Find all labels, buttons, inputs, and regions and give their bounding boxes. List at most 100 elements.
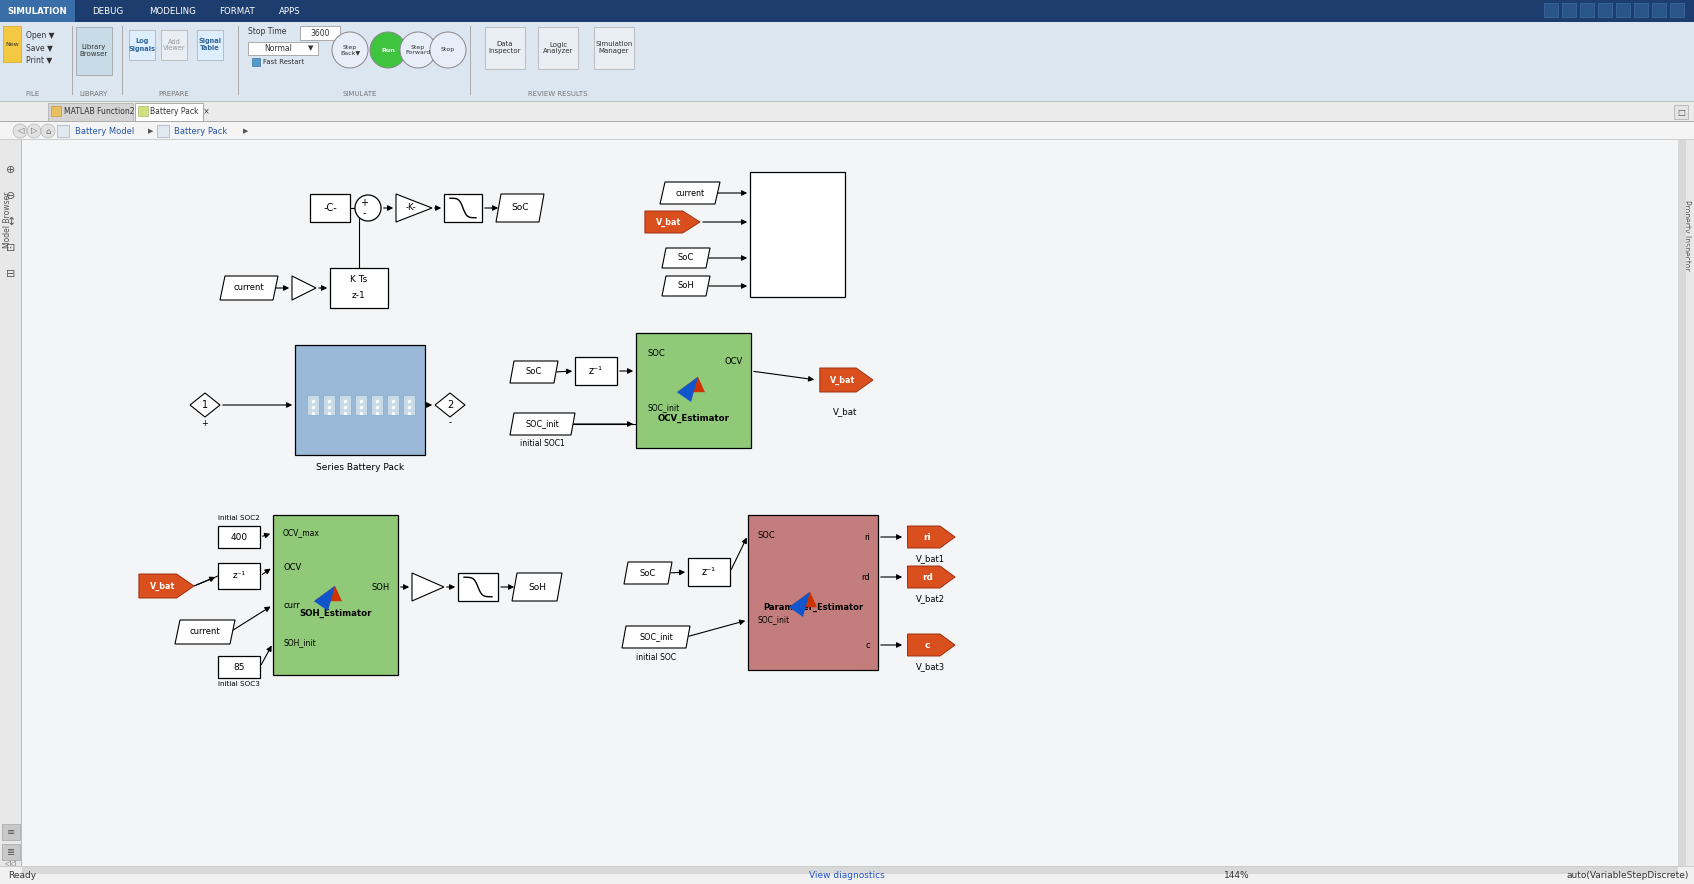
Text: -C-: -C- [324, 203, 337, 213]
Bar [1562, 3, 1575, 17]
Text: Run: Run [381, 48, 395, 52]
Text: Signal
Table: Signal Table [198, 39, 222, 51]
Polygon shape [435, 393, 464, 417]
Text: -K-: -K- [405, 203, 417, 212]
Bar [247, 42, 318, 55]
Polygon shape [313, 586, 335, 611]
Text: Logic
Analyzer: Logic Analyzer [542, 42, 573, 55]
Text: 1: 1 [202, 400, 208, 410]
Bar [386, 395, 400, 415]
Text: SOC_init: SOC_init [525, 420, 559, 429]
Text: V_bat: V_bat [656, 217, 681, 226]
Text: ⌂: ⌂ [46, 126, 51, 135]
Text: SoH: SoH [529, 583, 545, 591]
Text: -: - [449, 418, 452, 428]
Text: SoH: SoH [678, 281, 695, 291]
Text: Fast Restart: Fast Restart [263, 59, 305, 65]
Polygon shape [291, 276, 317, 300]
Text: LIBRARY: LIBRARY [80, 91, 108, 97]
Bar [484, 27, 525, 69]
Text: FILE: FILE [25, 91, 39, 97]
Text: OCV_max: OCV_max [283, 529, 320, 537]
Circle shape [332, 32, 368, 68]
Bar [47, 103, 134, 121]
Text: FORMAT: FORMAT [220, 6, 256, 16]
Text: Battery Pack  ×: Battery Pack × [151, 108, 210, 117]
Text: ⊟: ⊟ [7, 269, 15, 279]
Text: SOH_init: SOH_init [283, 638, 315, 647]
Text: SOH: SOH [371, 583, 390, 591]
Text: SIMULATE: SIMULATE [342, 91, 378, 97]
Bar [750, 172, 845, 297]
Text: SOC: SOC [757, 530, 776, 539]
Bar [1670, 3, 1684, 17]
Polygon shape [412, 573, 444, 601]
Text: ▼: ▼ [308, 45, 313, 51]
Text: Step
Back▼: Step Back▼ [340, 44, 361, 56]
Text: SoC: SoC [640, 568, 656, 577]
Text: ▶: ▶ [147, 128, 154, 134]
Text: SOC_init: SOC_init [639, 632, 673, 642]
Text: +: + [361, 198, 368, 208]
Text: ri: ri [864, 532, 871, 542]
Text: ≣: ≣ [7, 847, 15, 857]
Polygon shape [512, 573, 562, 601]
Text: V_bat: V_bat [833, 408, 857, 416]
Bar [273, 515, 398, 675]
Text: OCV_Estimator: OCV_Estimator [657, 414, 730, 423]
Text: current: current [190, 628, 220, 636]
Bar [1674, 105, 1687, 119]
Text: V_bat3: V_bat3 [915, 662, 945, 672]
Polygon shape [661, 182, 720, 204]
Bar [51, 106, 61, 116]
Text: Battery Pack: Battery Pack [174, 126, 227, 135]
Text: initial SOC2: initial SOC2 [219, 515, 259, 521]
Polygon shape [820, 368, 872, 392]
Text: ⊕: ⊕ [7, 165, 15, 175]
Bar [136, 103, 203, 121]
Bar [2, 824, 20, 840]
Circle shape [430, 32, 466, 68]
Polygon shape [645, 211, 700, 233]
Polygon shape [313, 586, 342, 601]
Text: View diagnostics: View diagnostics [810, 871, 884, 880]
Bar [22, 866, 1679, 874]
Bar [219, 656, 259, 678]
Text: Add
Viewer: Add Viewer [163, 39, 185, 51]
Text: Open ▼: Open ▼ [25, 32, 54, 41]
Text: REVIEW RESULTS: REVIEW RESULTS [529, 91, 588, 97]
Bar [635, 333, 750, 448]
Bar [1652, 3, 1665, 17]
Bar [137, 106, 147, 116]
Polygon shape [510, 361, 557, 383]
Bar [1597, 3, 1613, 17]
Text: ≡: ≡ [7, 827, 15, 837]
Bar [403, 395, 415, 415]
Bar [0, 101, 1694, 102]
Bar [310, 194, 351, 222]
Circle shape [369, 32, 407, 68]
Text: Log
Signals: Log Signals [129, 39, 156, 51]
Bar [1543, 3, 1558, 17]
Bar [307, 395, 318, 415]
Bar [0, 866, 1694, 884]
Bar [1635, 3, 1648, 17]
Bar [219, 526, 259, 548]
Text: OCV: OCV [283, 562, 302, 571]
Text: SIMULATION: SIMULATION [8, 6, 68, 16]
Polygon shape [190, 393, 220, 417]
Polygon shape [510, 413, 574, 435]
Bar [688, 558, 730, 586]
Bar [3, 26, 20, 62]
Bar [539, 27, 578, 69]
Text: c: c [925, 641, 930, 650]
Circle shape [400, 32, 435, 68]
Text: Stop: Stop [440, 48, 456, 52]
Circle shape [27, 124, 41, 138]
Text: 3600: 3600 [310, 28, 330, 37]
Text: ⊡: ⊡ [7, 243, 15, 253]
Bar [1581, 3, 1594, 17]
Polygon shape [908, 566, 955, 588]
Text: SOH_Estimator: SOH_Estimator [300, 608, 371, 618]
Text: SOC: SOC [649, 348, 666, 357]
